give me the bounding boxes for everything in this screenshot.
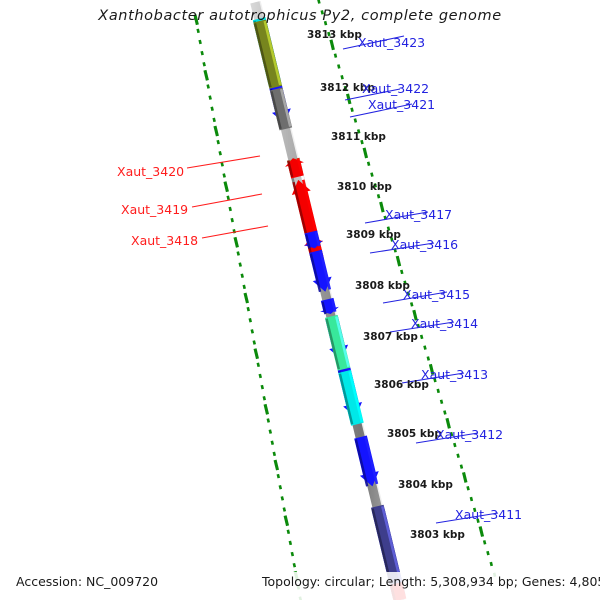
- genome-meta-text: Topology: circular; Length: 5,308,934 bp…: [262, 574, 600, 589]
- gene-arrow-blue-mid-2[interactable]: [309, 249, 332, 293]
- gene-label-xaut_3412[interactable]: Xaut_3412: [436, 427, 504, 442]
- leader-line-right: [342, 35, 405, 50]
- ruler-tick-label: 3808 kbp: [355, 280, 410, 292]
- gene-label-xaut_3422[interactable]: Xaut_3422: [362, 81, 430, 96]
- ruler-tick-label: 3809 kbp: [346, 229, 401, 241]
- ruler-tick-label: 3810 kbp: [337, 181, 392, 193]
- gene-label-xaut_3416[interactable]: Xaut_3416: [391, 237, 459, 252]
- ruler-tick-label: 3804 kbp: [398, 479, 453, 491]
- leader-line-right: [435, 512, 499, 524]
- ruler-tick-label: 3806 kbp: [374, 379, 429, 391]
- gene-label-xaut_3421[interactable]: Xaut_3421: [368, 97, 436, 112]
- leader-line-right: [382, 291, 448, 304]
- gene-arrow-blue-mid-3[interactable]: [320, 297, 339, 315]
- leader-line-left: [186, 155, 261, 169]
- accession-text: Accession: NC_009720: [16, 574, 159, 589]
- gene-bar-gray-top[interactable]: [269, 87, 293, 131]
- gene-label-xaut_3419[interactable]: Xaut_3419: [121, 202, 189, 217]
- leader-line-right: [369, 242, 435, 254]
- ruler-tick-label: 3807 kbp: [363, 331, 418, 343]
- page-title: Xanthobacter autotrophicus Py2, complete…: [98, 8, 502, 24]
- leader-line-right: [415, 432, 479, 444]
- leader-line-left: [201, 225, 269, 239]
- leader-line-right: [364, 211, 429, 224]
- gene-arrow-red-2[interactable]: [291, 179, 318, 235]
- gene-label-xaut_3413[interactable]: Xaut_3413: [421, 367, 489, 382]
- ruler-tick-label: 3813 kbp: [307, 29, 362, 41]
- gene-bar-green-mid[interactable]: [324, 314, 351, 371]
- leader-line-right: [349, 103, 413, 118]
- leader-line-right: [389, 321, 455, 333]
- leader-line-right: [344, 88, 401, 101]
- ruler-tick-label: 3803 kbp: [410, 529, 465, 541]
- ruler-tick-label: 3812 kbp: [320, 82, 375, 94]
- gene-label-xaut_3418[interactable]: Xaut_3418: [131, 233, 199, 248]
- gene-arrow-blue-mid-1[interactable]: [304, 230, 323, 249]
- gene-label-xaut_3417[interactable]: Xaut_3417: [385, 207, 453, 222]
- status-bar: Accession: NC_009720 Topology: circular;…: [0, 572, 600, 600]
- leader-line-right: [401, 372, 465, 384]
- gene-label-xaut_3414[interactable]: Xaut_3414: [411, 316, 479, 331]
- gene-label-xaut_3411[interactable]: Xaut_3411: [455, 507, 523, 522]
- gene-arrow-blue-mid-6[interactable]: [354, 435, 379, 487]
- leader-line-left: [191, 193, 263, 208]
- label-leader-lines: [186, 35, 499, 524]
- gene-label-xaut_3420[interactable]: Xaut_3420: [117, 164, 185, 179]
- gene-arrow-red-1[interactable]: [285, 157, 304, 179]
- gene-bar-cyan-mid[interactable]: [338, 369, 364, 426]
- ruler-tick-label: 3811 kbp: [331, 131, 386, 143]
- gene-label-xaut_3423[interactable]: Xaut_3423: [358, 35, 426, 50]
- gene-bar-olive-top[interactable]: [253, 19, 283, 89]
- gene-label-xaut_3415[interactable]: Xaut_3415: [403, 287, 471, 302]
- ruler-tick-label: 3805 kbp: [387, 428, 442, 440]
